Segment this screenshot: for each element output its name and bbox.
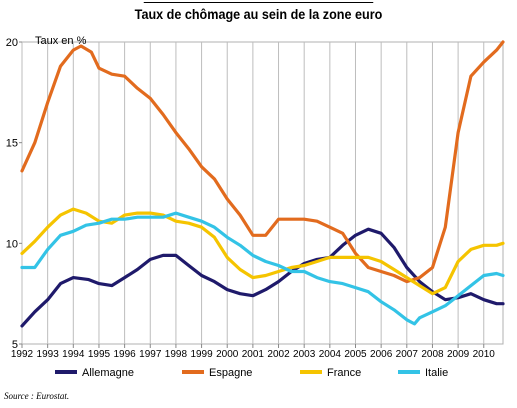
legend-label-allemagne: Allemagne [82,367,134,379]
x-tick-label: 1999 [190,349,213,360]
x-tick-label: 1997 [139,349,162,360]
x-tick-label: 2004 [319,349,342,360]
y-tick-label: 15 [6,138,18,150]
y-tick-label: 5 [12,339,18,351]
x-tick-label: 2000 [216,349,239,360]
series-line-italie [20,211,505,326]
x-tick-label: 2005 [344,349,367,360]
x-axis-ticks: 1992 1993 1994 1995 1996 1997 1998 1999 2000 2001… [11,349,495,360]
x-tick-label: 2008 [421,349,444,360]
series-line-allemagne [20,227,505,328]
x-tick-label: 1996 [113,349,136,360]
series-line-espagne [20,40,505,284]
legend-label-italie: Italie [425,367,448,379]
grid-lines [19,41,504,348]
legend-label-espagne: Espagne [209,367,252,379]
legend-label-france: France [327,367,361,379]
legend: Allemagne Espagne France Italie [55,367,448,379]
chart-title: Taux de chômage au sein de la zone euro [26,2,491,22]
y-tick-label: 20 [6,37,18,49]
x-tick-label: 1992 [11,349,34,360]
x-tick-label: 1995 [88,349,111,360]
x-tick-label: 2002 [267,349,290,360]
y-tick-label: 10 [6,238,18,250]
y-axis-label: Taux en % [35,35,87,47]
x-tick-label: 2001 [242,349,265,360]
x-tick-label: 2006 [370,349,393,360]
y-axis-ticks: 5 10 15 20 [6,37,18,351]
plot-frame [21,41,504,345]
x-tick-label: 1998 [165,349,188,360]
x-tick-label: 1993 [37,349,60,360]
x-tick-label: 2009 [447,349,470,360]
source-note: Source : Eurostat. [4,391,70,401]
x-tick-label: 2003 [293,349,316,360]
x-tick-label: 2007 [396,349,419,360]
series-lines [20,40,505,328]
x-tick-label: 1994 [62,349,85,360]
x-tick-label: 2010 [473,349,496,360]
